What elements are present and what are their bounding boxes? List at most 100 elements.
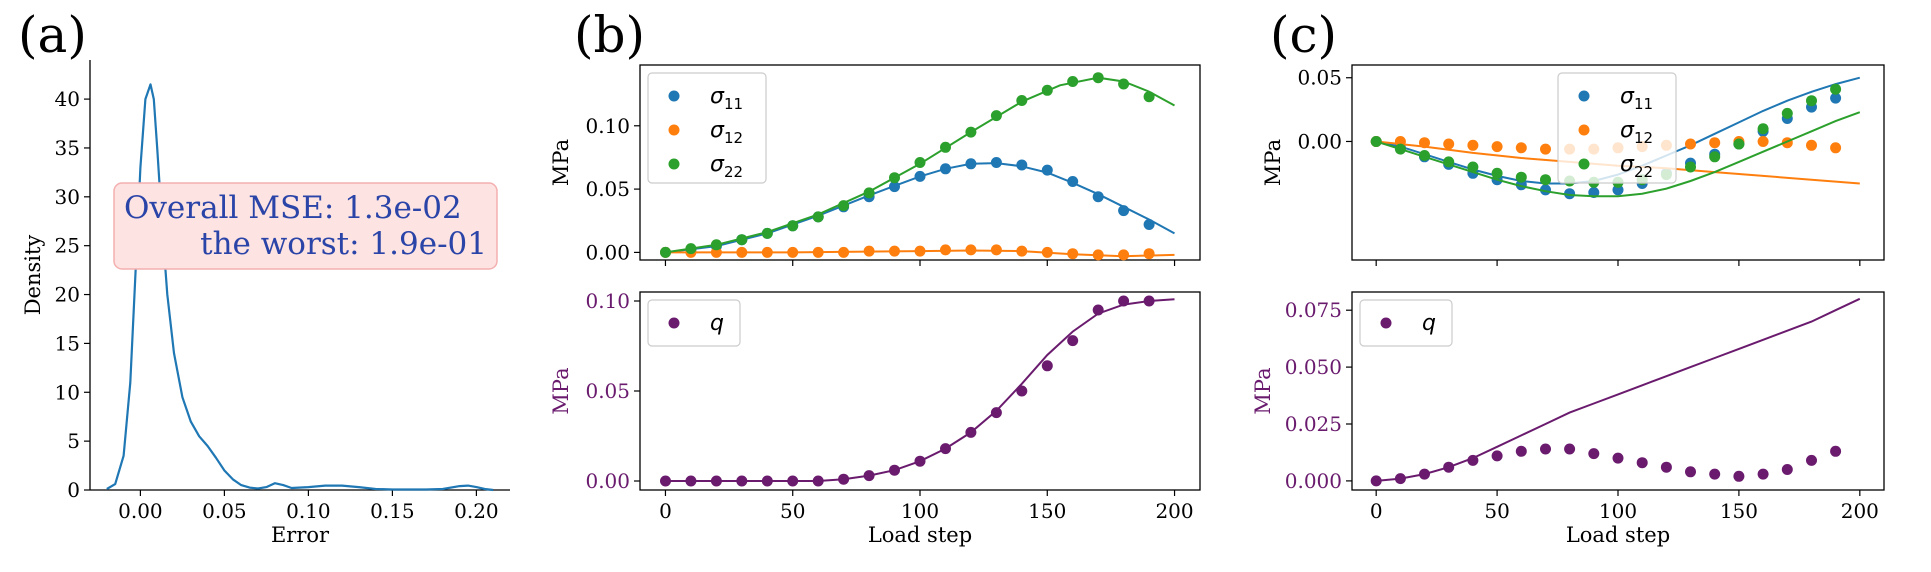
y-tick-label: 30: [55, 185, 80, 209]
data-point-σ12: [1016, 245, 1028, 257]
data-point-σ22: [1540, 174, 1551, 186]
y-tick-label: 40: [55, 87, 80, 111]
x-axis-label: Load step: [1566, 523, 1670, 547]
legend-frame: [647, 299, 741, 347]
data-point-σ12: [736, 246, 748, 258]
data-point-σ22: [1733, 138, 1745, 150]
legend-marker: [668, 158, 680, 170]
data-point-σ22: [940, 141, 951, 153]
data-point-σ11: [1118, 205, 1130, 217]
x-tick-label: 0.15: [370, 499, 415, 523]
data-point-q: [1757, 468, 1769, 480]
data-point-q: [863, 470, 875, 482]
data-point-q: [889, 464, 900, 476]
data-point-σ11: [1092, 191, 1104, 203]
panel-c_bottom: 0.000 0.025 0.050 0.075 0 50 100 150 200 Load ste…: [1251, 291, 1885, 547]
panel-b_top: 0.00 0.05 0.10 MPa (b) σ11 σ12 σ22: [549, 6, 1201, 266]
data-point-σ12: [710, 246, 722, 258]
x-tick-label: 150: [1028, 499, 1066, 523]
y-tick-label: 0.050: [1285, 355, 1342, 379]
data-point-q: [1636, 457, 1648, 469]
data-point-σ12: [914, 245, 926, 257]
data-point-σ12: [940, 244, 951, 256]
y-tick-label: 0.10: [585, 114, 630, 138]
data-point-q: [1830, 445, 1842, 457]
series-line-q: [665, 298, 1175, 482]
data-point-σ12: [1092, 249, 1104, 261]
data-point-q: [812, 475, 824, 487]
data-point-σ22: [965, 126, 977, 138]
x-tick-label: 100: [901, 499, 939, 523]
data-point-σ11: [914, 170, 926, 182]
data-point-σ12: [1709, 137, 1721, 149]
y-tick-label: 10: [55, 380, 80, 404]
data-point-q: [838, 473, 850, 485]
data-point-σ11: [1564, 188, 1576, 200]
legend-marker: [668, 124, 680, 136]
x-tick-label: 50: [1484, 499, 1509, 523]
y-tick-label: 0.075: [1285, 298, 1342, 322]
plot-area: [1370, 297, 1861, 487]
y-tick-label: 0.10: [585, 289, 630, 313]
data-point-σ22: [1491, 167, 1503, 179]
x-tick-label: 0.05: [202, 499, 247, 523]
y-tick-label: 25: [55, 234, 80, 258]
data-point-q: [685, 475, 697, 487]
legend-label: σ12: [1620, 118, 1653, 147]
y-tick-label: 0.05: [585, 177, 630, 201]
data-point-q: [1515, 445, 1527, 457]
data-point-σ22: [1467, 161, 1479, 173]
data-point-q: [1588, 448, 1600, 460]
annotation-frame: [113, 182, 498, 270]
data-point-σ12: [812, 246, 824, 258]
data-point-σ22: [1709, 151, 1721, 163]
data-point-q: [761, 475, 773, 487]
data-point-q: [1540, 443, 1551, 455]
y-tick-label: 0.00: [1297, 129, 1342, 153]
legend: q: [1359, 299, 1453, 347]
series-line-σ22: [1375, 111, 1861, 198]
data-point-q: [914, 455, 926, 467]
y-axis-label: MPa: [549, 367, 573, 414]
data-point-σ11: [1540, 184, 1551, 196]
plot-area: [660, 295, 1175, 487]
data-point-σ22: [1685, 161, 1696, 173]
data-point-σ22: [990, 110, 1002, 122]
data-point-σ22: [736, 234, 748, 246]
data-point-q: [1370, 475, 1382, 487]
legend-label: σ12: [710, 118, 743, 147]
data-point-σ22: [1394, 143, 1406, 155]
data-point-q: [1564, 443, 1576, 455]
data-point-q: [1143, 295, 1155, 307]
x-tick-label: 50: [780, 499, 805, 523]
panel-b_bottom: 0.00 0.05 0.10 0 50 100 150 200 Load step MPa q: [549, 289, 1201, 547]
data-point-σ22: [787, 220, 799, 232]
data-point-σ12: [1540, 143, 1551, 155]
data-point-σ22: [914, 157, 926, 168]
data-point-σ11: [1067, 176, 1079, 187]
panel-label: (c): [1270, 6, 1337, 64]
x-tick-label: 200: [1841, 499, 1879, 523]
data-point-σ12: [1443, 138, 1455, 150]
data-point-σ12: [990, 244, 1002, 256]
legend: σ11 σ12 σ22: [647, 72, 767, 184]
data-point-q: [1016, 385, 1028, 397]
data-point-q: [1467, 454, 1479, 466]
data-point-σ22: [710, 239, 722, 251]
y-tick-label: 0.00: [585, 240, 630, 264]
data-point-σ12: [965, 244, 977, 256]
x-tick-label: 0.20: [454, 499, 499, 523]
legend-marker: [1578, 124, 1590, 136]
data-point-σ11: [1041, 164, 1053, 176]
y-tick-label: 5: [67, 429, 80, 453]
legend-label: σ11: [710, 84, 743, 113]
data-point-σ22: [1757, 123, 1769, 135]
legend-label: σ22: [710, 152, 743, 181]
data-point-q: [1092, 304, 1104, 316]
data-point-σ22: [1806, 95, 1817, 107]
legend-label: σ22: [1620, 152, 1653, 181]
x-tick-label: 100: [1599, 499, 1637, 523]
data-point-σ12: [1067, 248, 1079, 260]
data-point-q: [1733, 470, 1745, 482]
